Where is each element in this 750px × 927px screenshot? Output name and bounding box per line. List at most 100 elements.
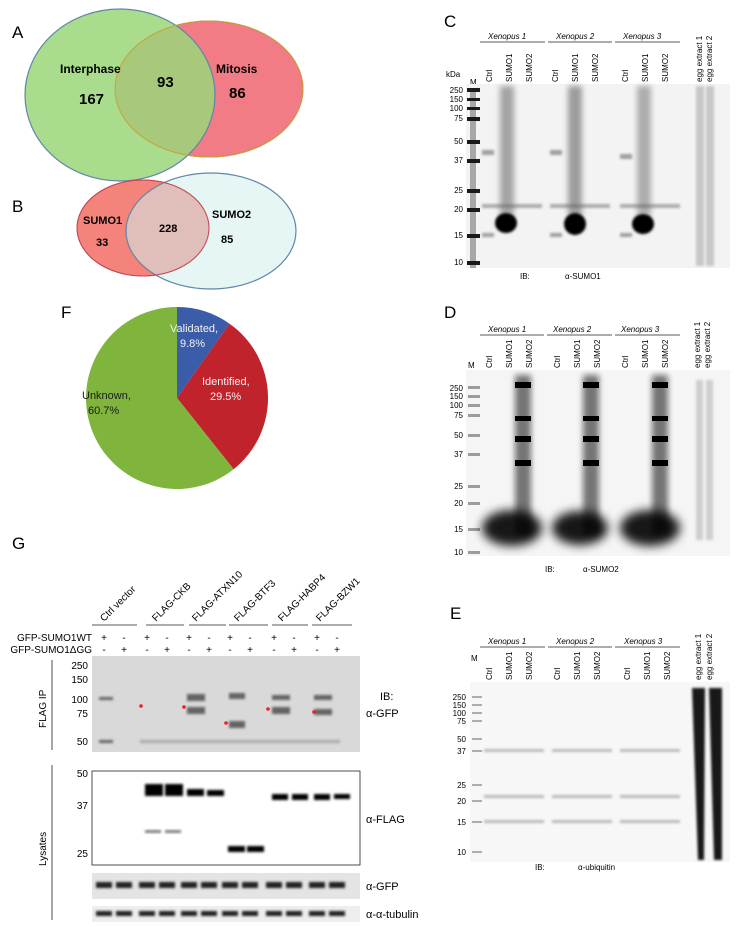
marker-label: 250 — [453, 693, 467, 702]
lane-label: SUMO2 — [593, 651, 602, 680]
gfp-band — [242, 882, 258, 888]
plus-sign: + — [144, 633, 150, 644]
minus-sign: - — [187, 645, 190, 656]
marker-label: 15 — [457, 818, 466, 827]
group-labels-c: Xenopus 1 Xenopus 2 Xenopus 3 — [480, 32, 680, 43]
lane-label: SUMO2 — [661, 339, 670, 368]
lane-label: SUMO1 — [641, 339, 650, 368]
plus-sign: + — [314, 633, 320, 644]
marker-lane-label-e: M — [471, 654, 478, 663]
tubulin-band — [96, 911, 112, 916]
pie-label-identified: Identified, — [202, 376, 250, 388]
construct-label: FLAG-CKB — [150, 581, 193, 624]
tubulin-band — [266, 911, 282, 916]
tubulin-band — [242, 911, 258, 916]
marker-label: 250 — [450, 384, 464, 393]
lane-label: Ctrl — [623, 667, 632, 680]
gfp-band — [222, 882, 238, 888]
lane-label: Ctrl — [485, 355, 494, 368]
gfp-band — [266, 882, 282, 888]
plus-sign: + — [291, 645, 297, 656]
row-label-dgg: GFP-SUMO1ΔGG — [10, 645, 92, 656]
gfp-band — [286, 882, 302, 888]
lane-label: Ctrl — [485, 69, 494, 82]
plus-sign: + — [101, 633, 107, 644]
lane-smears — [482, 86, 714, 266]
minus-sign: - — [165, 633, 168, 644]
blot-background — [92, 656, 360, 752]
marker-label: 25 — [454, 482, 463, 491]
extract-smears — [692, 688, 722, 860]
marker-label: 75 — [454, 411, 463, 420]
lane-label: SUMO1 — [571, 53, 580, 82]
marker-label: 50 — [454, 431, 463, 440]
pie-slice-2 — [177, 323, 268, 470]
lane-label: SUMO1 — [505, 53, 514, 82]
marker-labels-d: 250 150 100 75 50 37 25 20 15 10 — [450, 384, 464, 557]
gfp-band — [309, 882, 325, 888]
marker-label: 20 — [457, 797, 466, 806]
flag-lysate-blot — [91, 770, 361, 866]
marker-ladder — [472, 696, 482, 853]
panel-g: G Ctrl vector FLAG-CKB FLAG-ATXN10 FLAG-… — [10, 534, 418, 922]
plus-sign: + — [227, 633, 233, 644]
venn-a-left-count: 167 — [79, 91, 104, 108]
lane-label: SUMO1 — [641, 53, 650, 82]
lane-label: egg extract 1 — [693, 321, 702, 368]
panel-letter-a: A — [12, 23, 24, 42]
lane-label: Ctrl — [621, 69, 630, 82]
plus-sign: + — [121, 645, 127, 656]
marker-label: 100 — [450, 104, 464, 113]
venn-a-left-label: Interphase — [60, 62, 121, 76]
marker-label: 100 — [71, 695, 88, 706]
tubulin-band — [139, 911, 155, 916]
venn-a-left-circle — [24, 8, 216, 182]
minus-sign: - — [272, 645, 275, 656]
marker-label: 20 — [454, 499, 463, 508]
marker-label: 10 — [457, 848, 466, 857]
marker-label: 100 — [450, 401, 464, 410]
marker-label: 37 — [77, 801, 89, 812]
gfp-band — [329, 882, 345, 888]
lane-label: SUMO2 — [593, 339, 602, 368]
lane-label: SUMO1 — [505, 651, 514, 680]
pie-value-identified: 29.5% — [210, 391, 241, 403]
venn-b-overlap-outline — [76, 179, 210, 277]
minus-sign: - — [207, 633, 210, 644]
lane-label: Ctrl — [485, 667, 494, 680]
tubulin-band — [201, 911, 217, 916]
blot-e — [470, 682, 730, 862]
ip-marker-labels: 250 150 100 75 50 — [71, 661, 88, 748]
tubulin-band — [286, 911, 302, 916]
plus-sign: + — [334, 645, 340, 656]
venn-b-right-circle — [125, 172, 297, 290]
marker-label: 100 — [453, 709, 467, 718]
group-label: Xenopus 2 — [555, 32, 595, 41]
plus-sign: + — [164, 645, 170, 656]
marker-label: 15 — [454, 525, 463, 534]
tubulin-band — [181, 911, 197, 916]
panel-letter-b: B — [12, 197, 23, 216]
gfp-band — [139, 882, 155, 888]
marker-labels-e: 250 150 100 75 50 37 25 20 15 10 — [453, 693, 467, 857]
tubulin-band — [222, 911, 238, 916]
marker-label: 150 — [450, 95, 464, 104]
panel-letter-g: G — [12, 534, 25, 553]
venn-b-right-label: SUMO2 — [212, 209, 251, 221]
marker-label: 20 — [454, 205, 463, 214]
marker-label: 150 — [453, 701, 467, 710]
group-label: Xenopus 1 — [487, 325, 526, 334]
lane-label: SUMO2 — [525, 339, 534, 368]
lane-label: Ctrl — [621, 355, 630, 368]
venn-a-right-count: 86 — [229, 85, 246, 102]
plus-minus-row-dgg: - + - + - + - + - + - + — [102, 645, 340, 656]
minus-sign: - — [145, 645, 148, 656]
flag-ip-blot — [92, 656, 360, 752]
lane-label: Ctrl — [551, 69, 560, 82]
lane-label: SUMO1 — [505, 339, 514, 368]
ib-label-e: IB: — [535, 863, 545, 872]
minus-sign: - — [228, 645, 231, 656]
blot-background — [91, 770, 361, 866]
plus-sign: + — [186, 633, 192, 644]
lane-label: egg extract 2 — [703, 321, 712, 368]
